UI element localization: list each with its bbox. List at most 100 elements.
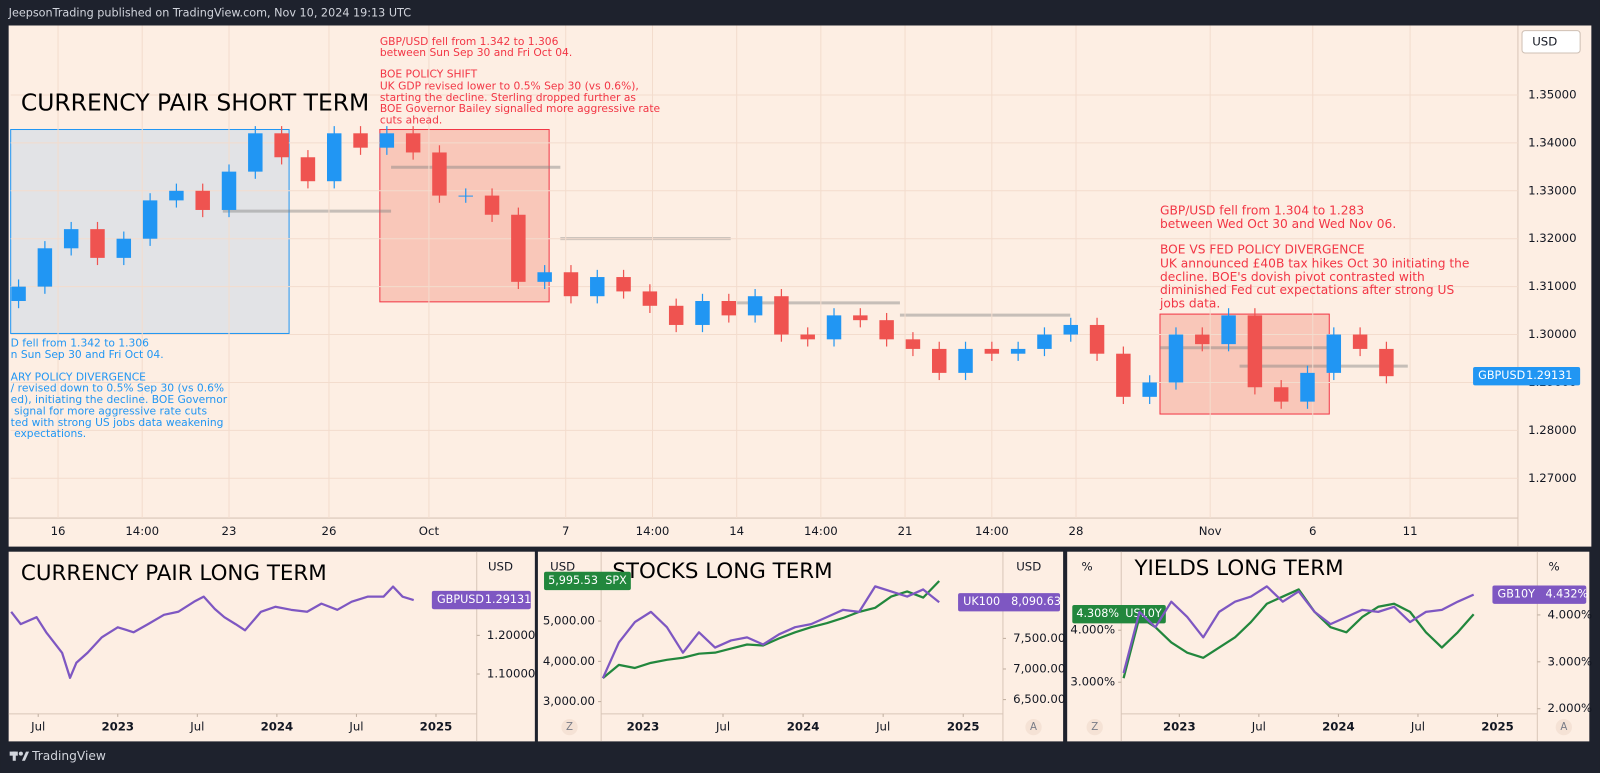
currency: USD — [488, 560, 513, 574]
series-line — [1122, 585, 1475, 674]
y-tick-label: 1.20000 — [487, 628, 535, 642]
y-tick-label: 1.27000 — [1528, 471, 1576, 485]
candle-body — [668, 305, 684, 325]
candle-body — [300, 157, 316, 182]
x-tick-label: 23 — [222, 524, 237, 538]
x-tick-label: 14:00 — [804, 524, 838, 538]
candle-body — [11, 286, 26, 302]
axis-button-label: Z — [566, 722, 573, 733]
x-tick-label: Jul — [1251, 720, 1266, 734]
candle-body — [142, 200, 158, 239]
annotation-heading: BOE POLICY SHIFT — [380, 67, 478, 80]
x-tick-label: 14:00 — [125, 524, 159, 538]
x-tick-label: 2024 — [787, 720, 820, 734]
x-tick-label: 28 — [1069, 524, 1084, 538]
y-tick-label: 7,500.00 — [1013, 631, 1065, 645]
price-tag-value: 1.29131 — [485, 593, 531, 606]
chart-title: YIELDS LONG TERM — [1133, 556, 1343, 581]
candle-body — [432, 152, 447, 196]
y-tick-label: 3.000% — [1548, 654, 1593, 668]
x-tick-label: 7 — [562, 524, 569, 538]
candle-body — [63, 229, 79, 249]
y-tick-label: 1.10000 — [487, 667, 535, 681]
candle-body — [458, 195, 473, 197]
annotation-line: diminished Fed cut expectations after st… — [1160, 283, 1454, 297]
x-tick-label: Oct — [419, 524, 440, 538]
price-tag-name: GBPUSD — [1478, 369, 1525, 382]
chart-title: CURRENCY PAIR LONG TERM — [21, 561, 327, 586]
price-tag-name: US10Y — [1125, 607, 1162, 620]
price-tag-value: 1.29131 — [1526, 369, 1572, 382]
series-line — [602, 580, 941, 680]
annotation-heading: BOE VS FED POLICY DIVERGENCE — [1160, 242, 1365, 256]
y-tick-label: 2.000% — [1548, 701, 1593, 715]
x-tick-label: 14 — [729, 524, 744, 538]
y-tick-label: 1.33000 — [1528, 183, 1576, 197]
x-tick-label: 11 — [1403, 524, 1418, 538]
annotation-line: between Sun Sep 30 and Fri Oct 04. — [380, 46, 572, 59]
candle-body — [826, 315, 842, 340]
candle-body — [1010, 348, 1026, 354]
candle-body — [484, 195, 500, 215]
candle-body — [1273, 387, 1289, 402]
candle-body — [1326, 334, 1342, 373]
price-tag-name: GBPUSD — [437, 593, 484, 606]
x-tick-label: 14:00 — [636, 524, 670, 538]
x-tick-label: Jul — [30, 720, 45, 734]
candle-body — [511, 214, 526, 282]
candle-body — [1379, 348, 1394, 377]
axis-button[interactable] — [1555, 718, 1572, 736]
price-tag-box — [1473, 367, 1581, 386]
candle-body — [958, 348, 973, 373]
annotation-line: cuts ahead. — [380, 113, 442, 126]
price-tag-box — [1072, 605, 1166, 624]
candle-body — [326, 133, 342, 182]
x-tick-label: 14:00 — [975, 524, 1009, 538]
currency-box[interactable] — [1521, 30, 1581, 54]
price-tag-name: SPX — [605, 574, 627, 587]
candle-body — [879, 320, 894, 340]
candle-body — [1247, 315, 1263, 388]
y-tick-label: 4.000% — [1548, 607, 1593, 621]
candle-body — [405, 133, 421, 153]
y-tick-label: 3.000% — [1070, 675, 1115, 689]
logo-part — [18, 751, 23, 756]
candle-body — [248, 133, 263, 172]
candle-body — [274, 133, 289, 158]
y-tick-label: 1.31000 — [1528, 279, 1576, 293]
y-tick-label: 6,500.00 — [1013, 692, 1065, 706]
currency: % — [1549, 560, 1560, 574]
annotation-line: BOE Governor Bailey signalled more aggre… — [380, 102, 660, 115]
candle-body — [90, 229, 105, 258]
x-tick-label: 2023 — [1163, 720, 1196, 734]
candle-body — [616, 277, 631, 292]
axis-button[interactable] — [1025, 718, 1042, 736]
pane — [8, 551, 535, 742]
annotation-line: decline. BOE's dovish pivot contrasted w… — [1160, 270, 1425, 284]
price-tag: UK100 8,090.63 — [958, 593, 1061, 612]
brand: TradingView — [31, 749, 106, 763]
y-tick-label: 1.35000 — [1528, 87, 1576, 101]
price-tag: 4.308% US10Y — [1072, 605, 1166, 624]
axis-button[interactable] — [1086, 718, 1103, 736]
candle-body — [1089, 324, 1105, 354]
x-tick-label: 2025 — [1481, 720, 1514, 734]
x-tick-label: 2023 — [101, 720, 134, 734]
annotation-line: GBP/USD fell from 1.304 to 1.283 — [1160, 204, 1364, 218]
candle-body — [195, 190, 210, 210]
candle-body — [642, 291, 658, 306]
axis-button-label: A — [1030, 722, 1037, 733]
annotation-line: ed), initiating the decline. BOE Governo… — [11, 393, 228, 406]
x-tick-label: 2025 — [947, 720, 980, 734]
x-tick-label: Jul — [1410, 720, 1425, 734]
axis-button[interactable] — [561, 718, 578, 736]
price-tag-value: 8,090.63 — [1011, 595, 1061, 608]
price-tag-value: 5,995.53 — [548, 574, 598, 587]
x-tick-label: 16 — [51, 524, 66, 538]
candle-body — [1195, 334, 1210, 345]
y-tick-label: 3,000.00 — [543, 694, 595, 708]
annotation-line: jobs data. — [1159, 296, 1220, 310]
series-line — [10, 585, 415, 679]
candle-body — [853, 315, 868, 321]
candle-body — [1168, 334, 1184, 383]
